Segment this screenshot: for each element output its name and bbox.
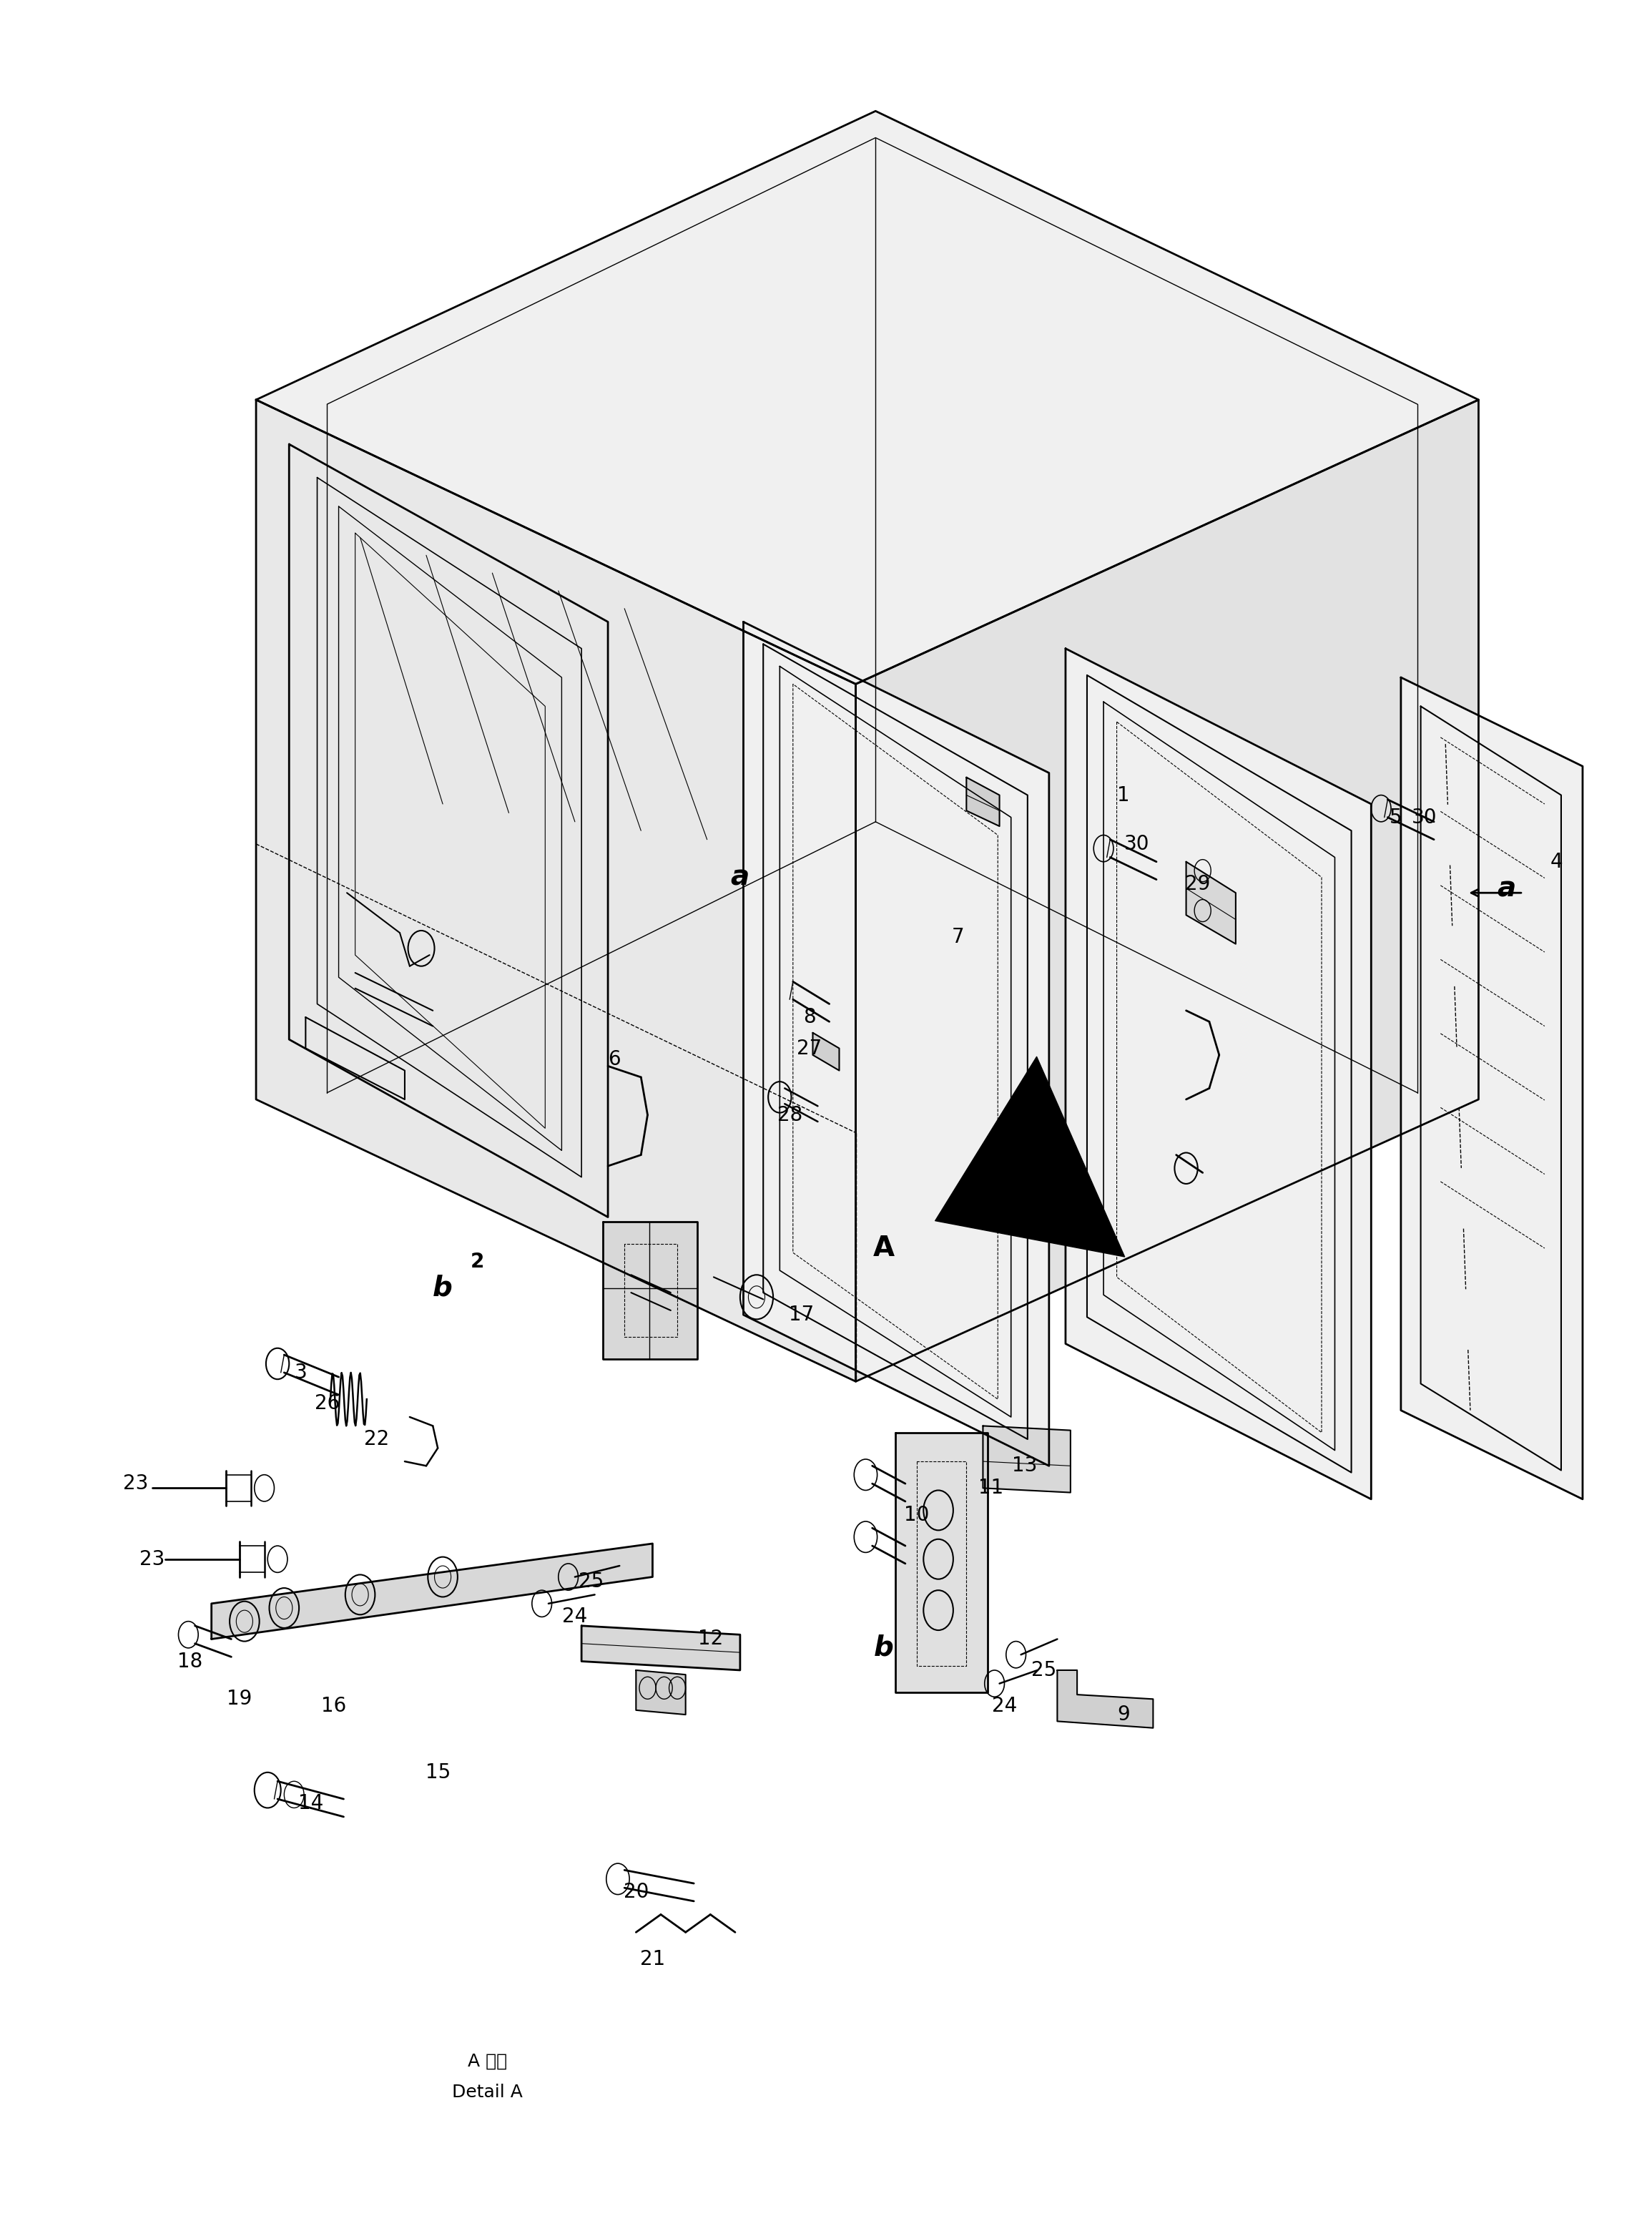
Text: 3: 3 <box>294 1361 307 1384</box>
Text: 30: 30 <box>1411 806 1437 828</box>
Text: b: b <box>433 1275 453 1302</box>
Text: Detail A: Detail A <box>453 2083 522 2101</box>
Text: 8: 8 <box>803 1006 816 1028</box>
Text: 28: 28 <box>776 1104 803 1126</box>
Text: 10: 10 <box>904 1504 930 1526</box>
Text: 15: 15 <box>425 1761 451 1783</box>
Text: 12: 12 <box>697 1628 724 1650</box>
Text: 30: 30 <box>1123 833 1150 855</box>
Text: 23: 23 <box>139 1548 165 1570</box>
Text: 7: 7 <box>952 926 965 948</box>
Polygon shape <box>856 400 1479 1381</box>
Text: 11: 11 <box>978 1477 1004 1499</box>
Text: 1: 1 <box>1117 784 1130 806</box>
Polygon shape <box>743 622 1049 1466</box>
Text: 29: 29 <box>1184 873 1211 895</box>
Text: 6: 6 <box>608 1048 621 1071</box>
Polygon shape <box>1057 1670 1153 1728</box>
Text: a: a <box>730 864 750 891</box>
Polygon shape <box>983 1426 1070 1493</box>
Text: 25: 25 <box>578 1570 605 1592</box>
Text: 13: 13 <box>1011 1455 1037 1477</box>
Polygon shape <box>256 111 1479 684</box>
Text: a: a <box>1497 875 1517 902</box>
Text: 5: 5 <box>1389 806 1403 828</box>
Text: 24: 24 <box>562 1606 588 1628</box>
Polygon shape <box>1401 677 1583 1499</box>
Polygon shape <box>289 444 608 1217</box>
Polygon shape <box>966 777 999 826</box>
Text: A 詳細: A 詳細 <box>468 2052 507 2070</box>
Polygon shape <box>256 400 856 1381</box>
Polygon shape <box>603 1222 697 1359</box>
Text: 14: 14 <box>297 1792 324 1815</box>
Text: 4: 4 <box>1550 851 1563 873</box>
Polygon shape <box>636 1670 686 1715</box>
Text: 16: 16 <box>320 1695 347 1717</box>
Text: 26: 26 <box>314 1393 340 1415</box>
Text: 23: 23 <box>122 1473 149 1495</box>
Text: b: b <box>874 1635 894 1661</box>
Text: A: A <box>872 1235 895 1262</box>
Polygon shape <box>895 1433 988 1692</box>
Text: 20: 20 <box>623 1881 649 1903</box>
Text: 9: 9 <box>1117 1704 1130 1726</box>
Text: 17: 17 <box>788 1304 814 1326</box>
Text: 19: 19 <box>226 1688 253 1710</box>
Polygon shape <box>813 1033 839 1071</box>
Polygon shape <box>1066 649 1371 1499</box>
Text: 18: 18 <box>177 1650 203 1672</box>
Polygon shape <box>582 1626 740 1670</box>
Polygon shape <box>211 1544 653 1639</box>
Text: 27: 27 <box>796 1037 823 1059</box>
Text: 24: 24 <box>991 1695 1018 1717</box>
Text: 2: 2 <box>471 1250 484 1273</box>
Polygon shape <box>1186 862 1236 944</box>
Text: 22: 22 <box>363 1428 390 1450</box>
Text: 25: 25 <box>1031 1659 1057 1681</box>
Text: 21: 21 <box>639 1948 666 1970</box>
